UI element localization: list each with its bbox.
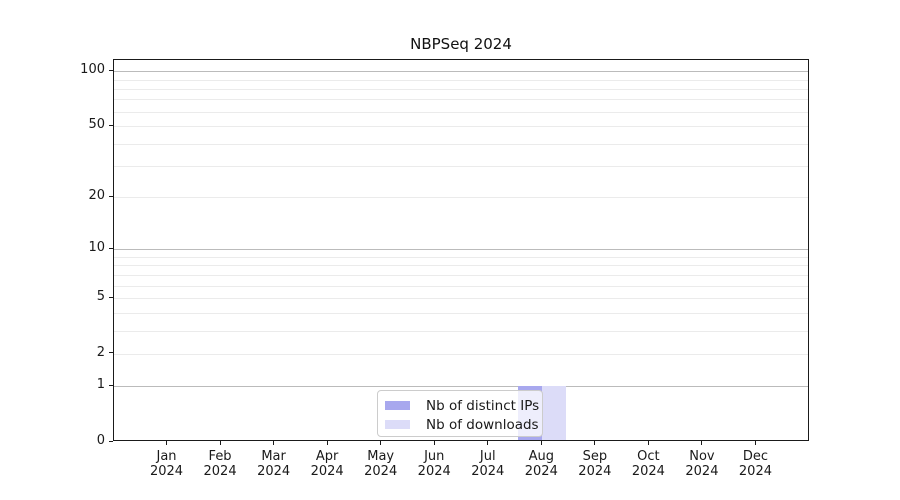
y-gridline-minor: [114, 126, 808, 128]
y-tick: [109, 195, 113, 197]
y-tick-label: 2: [96, 344, 105, 360]
legend-label-downloads: Nb of downloads: [426, 416, 539, 433]
y-gridline-minor: [114, 274, 808, 276]
y-gridline-minor: [114, 166, 808, 168]
legend: Nb of distinct IPs Nb of downloads: [377, 390, 543, 437]
y-gridline-minor: [114, 111, 808, 113]
legend-swatch-distinct-ips: [385, 401, 410, 410]
x-tick-label: Feb 2024: [203, 449, 237, 479]
y-tick-label: 10: [88, 240, 105, 256]
legend-swatch-downloads: [385, 420, 410, 429]
y-tick: [109, 440, 113, 442]
x-tick: [433, 441, 435, 445]
y-tick: [109, 296, 113, 298]
legend-item-downloads: Nb of downloads: [385, 415, 539, 434]
y-gridline-minor: [114, 353, 808, 355]
x-tick-label: Mar 2024: [257, 449, 291, 479]
y-gridline-minor: [114, 143, 808, 145]
x-tick: [219, 441, 221, 445]
y-gridline-minor: [114, 312, 808, 314]
legend-label-distinct-ips: Nb of distinct IPs: [426, 397, 540, 414]
y-tick-label: 20: [88, 188, 105, 204]
x-tick: [487, 441, 489, 445]
y-tick-label: 50: [88, 117, 105, 133]
y-tick-label: 100: [80, 62, 105, 78]
y-gridline-minor: [114, 298, 808, 299]
y-gridline-minor: [114, 88, 808, 90]
bar-aug-series1: [542, 386, 567, 440]
legend-item-distinct-ips: Nb of distinct IPs: [385, 396, 539, 415]
y-gridline-major: [114, 71, 808, 73]
y-tick: [109, 124, 113, 126]
x-tick-label: Dec 2024: [738, 449, 772, 479]
y-gridline-minor: [114, 256, 808, 258]
y-tick-label: 0: [96, 433, 105, 448]
x-tick: [380, 441, 382, 445]
x-tick: [647, 441, 649, 445]
x-tick: [540, 441, 542, 445]
x-tick-label: May 2024: [364, 449, 398, 479]
x-tick-label: Apr 2024: [310, 449, 344, 479]
x-tick: [754, 441, 756, 445]
y-tick: [109, 384, 113, 386]
y-gridline-minor: [114, 197, 808, 199]
y-gridline-minor: [114, 99, 808, 101]
x-tick-label: Jan 2024: [149, 449, 184, 479]
y-tick-label: 1: [96, 377, 105, 393]
x-tick: [166, 441, 168, 445]
x-tick-label: Jul 2024: [471, 449, 505, 479]
y-gridline-major: [114, 249, 808, 251]
y-gridline-minor: [114, 265, 808, 267]
y-gridline-minor: [114, 285, 808, 287]
x-tick-label: Aug 2024: [524, 449, 558, 479]
plot-area: [113, 59, 809, 441]
x-tick: [326, 441, 328, 445]
y-tick: [109, 247, 113, 249]
x-tick-label: Oct 2024: [631, 449, 665, 479]
x-tick: [701, 441, 703, 445]
y-tick: [109, 69, 113, 71]
x-tick-label: Jun 2024: [417, 449, 451, 479]
x-tick: [594, 441, 596, 445]
y-gridline-minor: [114, 79, 808, 81]
y-tick-label: 5: [96, 289, 105, 304]
x-tick-label: Nov 2024: [685, 449, 719, 479]
y-tick: [109, 352, 113, 354]
x-tick-label: Sep 2024: [578, 449, 612, 479]
chart-title: NBPSeq 2024: [410, 35, 512, 53]
y-gridline-major: [114, 386, 808, 388]
y-gridline-minor: [114, 330, 808, 332]
x-tick: [273, 441, 275, 445]
